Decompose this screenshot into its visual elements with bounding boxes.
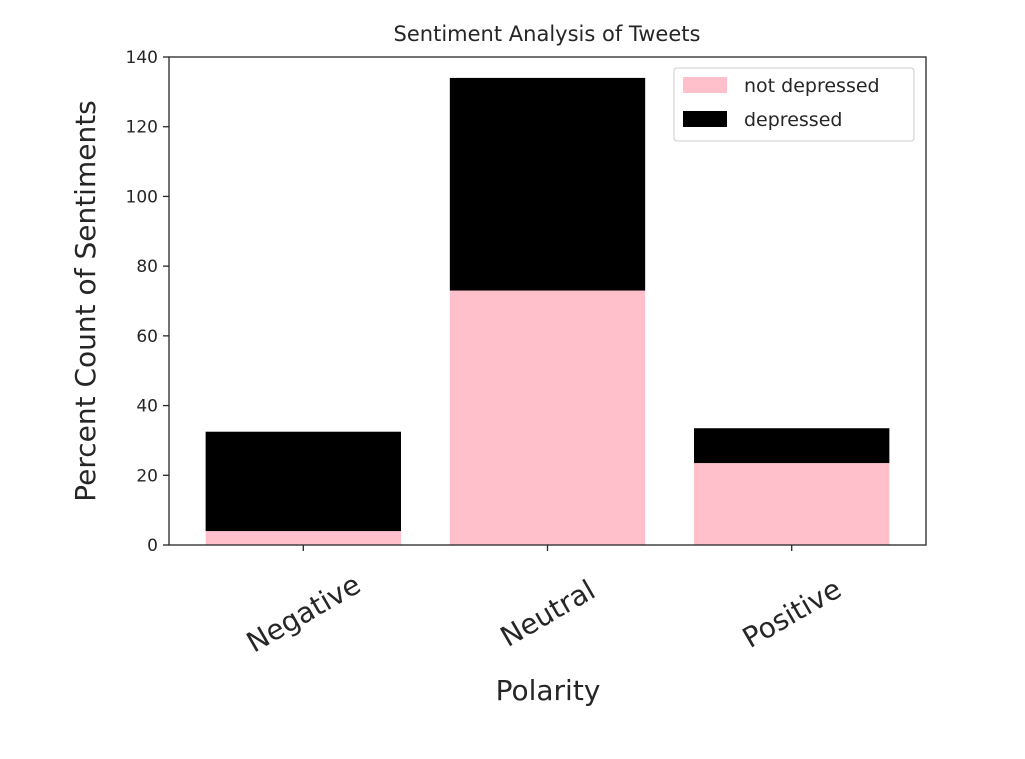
y-tick-label: 120: [126, 118, 158, 138]
x-tick-label-positive: Positive: [737, 572, 847, 655]
bar-positive-depressed: [694, 428, 890, 464]
x-tick-label-neutral: Neutral: [495, 573, 601, 653]
legend-label-not-depressed: not depressed: [744, 75, 880, 97]
y-tick-label: 140: [126, 48, 158, 68]
legend-swatch-depressed: [683, 111, 727, 127]
y-tick-label: 100: [126, 187, 158, 207]
x-axis-label: Polarity: [496, 674, 601, 707]
bar-negative-not-depressed: [205, 531, 401, 545]
bar-neutral-not-depressed: [449, 290, 646, 545]
legend-swatch-not-depressed: [683, 77, 727, 93]
y-axis-label: Percent Count of Sentiments: [69, 100, 102, 502]
y-axis: 0 20 40 60 80 100 120 140: [126, 48, 169, 556]
y-tick-label: 0: [147, 536, 158, 556]
y-tick-label: 60: [136, 327, 158, 347]
legend: not depressed depressed: [673, 67, 915, 142]
bar-neutral-depressed: [449, 77, 646, 291]
bar-positive-not-depressed: [694, 463, 890, 545]
bar-negative-depressed: [205, 431, 401, 532]
chart-title: Sentiment Analysis of Tweets: [394, 22, 701, 46]
y-tick-label: 40: [136, 397, 158, 417]
x-tick-label-negative: Negative: [241, 568, 366, 659]
x-axis: Negative Neutral Positive: [241, 545, 847, 659]
bars-group: [205, 77, 890, 545]
y-tick-label: 20: [136, 466, 158, 486]
legend-label-depressed: depressed: [744, 109, 842, 131]
legend-box: [673, 67, 915, 142]
y-tick-label: 80: [136, 257, 158, 277]
